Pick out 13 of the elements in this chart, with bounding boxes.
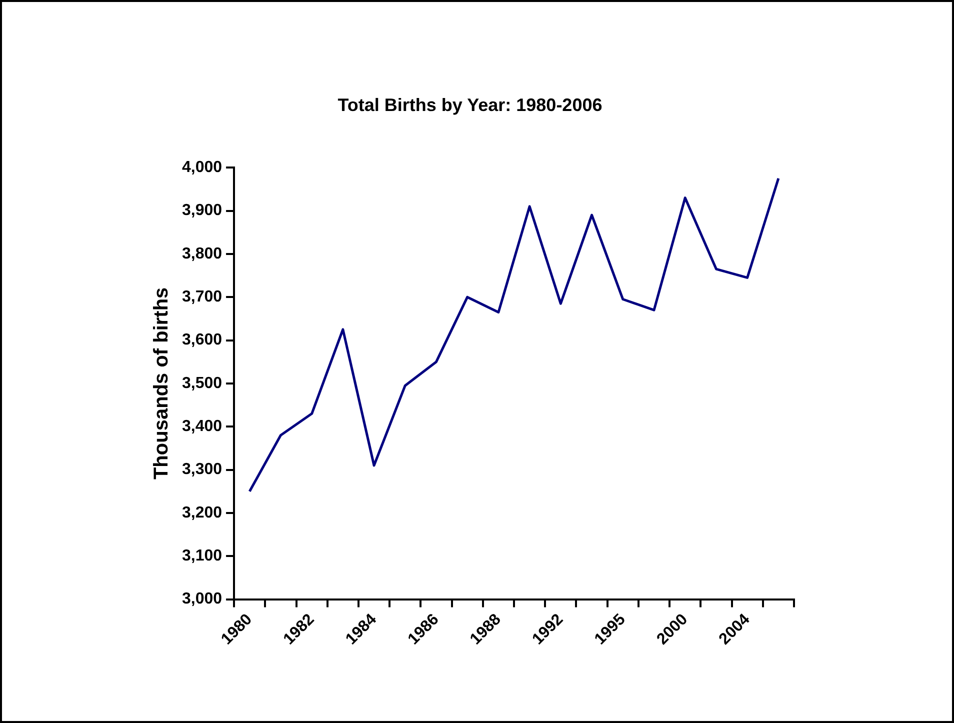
y-tick-label: 3,400: [182, 418, 222, 435]
y-tick-label: 3,000: [182, 590, 222, 608]
y-tick-label: 3,900: [182, 202, 222, 220]
y-tick-label: 3,300: [182, 461, 222, 478]
y-tick-label: 3,700: [182, 288, 222, 306]
y-tick-label: 3,500: [182, 374, 222, 392]
chart-title: Total Births by Year: 1980-2006: [338, 94, 602, 115]
y-axis-title: Thousands of births: [150, 287, 173, 480]
y-tick-label: 3,600: [182, 332, 222, 349]
y-tick-label: 3,200: [182, 504, 222, 522]
y-tick-label: 3,800: [182, 245, 222, 262]
y-tick-label: 3,100: [182, 547, 222, 564]
y-tick-label: 4,000: [182, 159, 222, 176]
